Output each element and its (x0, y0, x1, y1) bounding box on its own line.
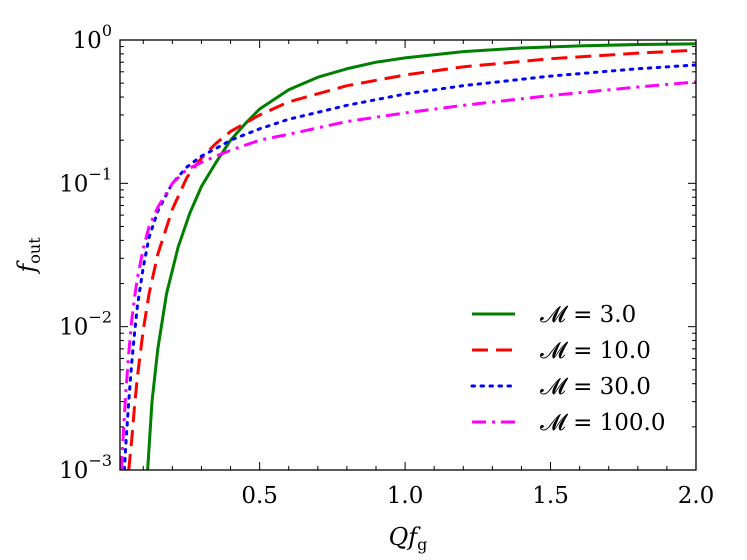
x-tick-label: 0.5 (241, 483, 278, 509)
series-line-4 (120, 80, 696, 470)
series-line-2 (127, 48, 696, 470)
y-tick-label-base: 10 (59, 458, 88, 484)
x-tick-label: 1.0 (387, 483, 424, 509)
legend-label-3: 𝓜 = 30.0 (540, 374, 651, 400)
y-tick-label: 10−2 (59, 308, 112, 341)
legend-label-4: 𝓜 = 100.0 (540, 410, 666, 436)
y-tick-label-base: 10 (73, 28, 102, 54)
x-axis-label: Qfg (389, 523, 428, 554)
y-tick-label: 10−1 (59, 164, 112, 197)
y-tick-label: 100 (73, 21, 112, 54)
x-tick-label: 1.5 (532, 483, 569, 509)
x-tick-label: 2.0 (678, 483, 715, 509)
y-tick-label-exponent: −3 (88, 451, 112, 470)
legend-label-1: 𝓜 = 3.0 (540, 302, 636, 328)
y-tick-label-base: 10 (59, 315, 88, 341)
legend: 𝓜 = 3.0 𝓜 = 10.0 𝓜 = 30.0 𝓜 = 100.0 (470, 302, 666, 436)
y-tick-label: 10−3 (59, 451, 112, 484)
series-line-3 (122, 63, 696, 470)
series-layer (120, 42, 696, 470)
plot-frame (119, 39, 697, 471)
tick-marks (120, 39, 697, 471)
y-tick-label-exponent: 0 (102, 21, 112, 40)
y-tick-label-exponent: −2 (88, 308, 112, 327)
y-tick-label-base: 10 (59, 171, 88, 197)
y-tick-label-exponent: −1 (88, 164, 112, 183)
series-line-1 (146, 42, 696, 470)
legend-label-2: 𝓜 = 10.0 (540, 338, 651, 364)
